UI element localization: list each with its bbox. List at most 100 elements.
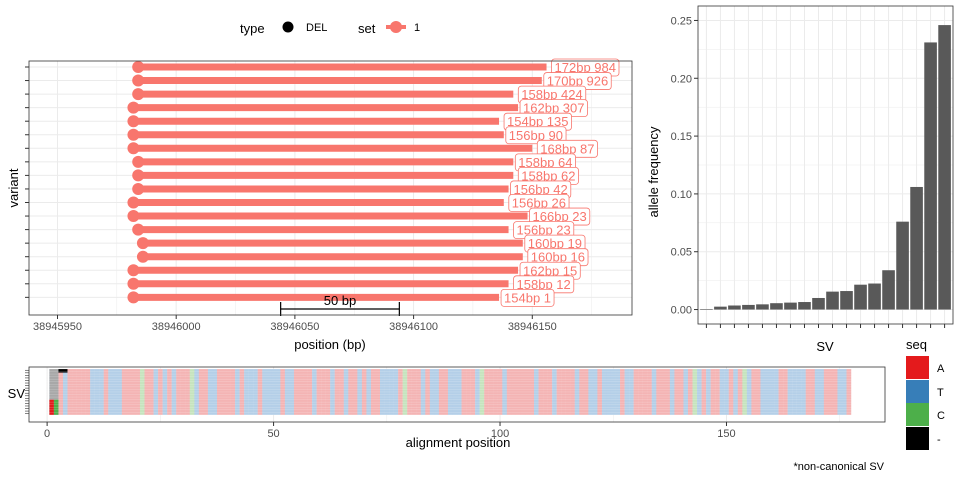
alignment-panel-border xyxy=(28,366,886,423)
variant-label-text: 156bp 26 xyxy=(512,196,566,211)
alignment-x-tick-label: 0 xyxy=(44,428,50,440)
legend-set-title: set xyxy=(358,21,376,36)
top-legend: type DEL set 1 xyxy=(240,21,420,36)
frequency-bar xyxy=(798,302,811,310)
seq-legend-label-c: C xyxy=(937,410,945,422)
seq-legend-label-a: A xyxy=(937,363,945,375)
variant-x-tick-label: 38945950 xyxy=(33,321,82,333)
seq-legend-key-t xyxy=(906,380,929,403)
frequency-x-axis-title: SV xyxy=(816,339,834,354)
variant-label-text: 170bp 926 xyxy=(547,74,608,89)
variant-y-axis-title: variant xyxy=(6,168,21,207)
frequency-y-tick-label: 0.15 xyxy=(671,131,692,143)
footnote: *non-canonical SV xyxy=(793,461,884,473)
variant-label: 156bp 26 xyxy=(508,194,570,212)
alignment-x-tick-label: 150 xyxy=(717,428,735,440)
legend-type-title: type xyxy=(240,21,265,36)
variant-point xyxy=(127,291,140,304)
frequency-bar xyxy=(756,304,769,310)
alignment-x-tick-label: 50 xyxy=(267,428,279,440)
variant-label: 172bp 984 xyxy=(551,58,620,77)
seq-legend: seq A T C - xyxy=(906,337,945,450)
variant-label: 156bp 42 xyxy=(510,180,572,199)
variant-label: 162bp 15 xyxy=(519,261,581,280)
seq-legend-label-t: T xyxy=(937,387,944,399)
frequency-bar xyxy=(700,309,713,310)
variant-point xyxy=(127,196,140,209)
variant-point xyxy=(132,223,145,236)
frequency-bar xyxy=(882,270,895,310)
frequency-bar xyxy=(826,291,839,310)
frequency-axes: 0.00 0.05 0.10 0.15 0.20 0.25 xyxy=(671,15,946,328)
variant-x-axis-title: position (bp) xyxy=(294,337,366,352)
frequency-bar xyxy=(938,25,951,310)
frequency-bar xyxy=(728,305,741,310)
alignment-panel: 0 50 100 150 alignment position SV xyxy=(8,366,886,450)
variant-point xyxy=(132,88,145,101)
variant-label-text: 158bp 62 xyxy=(521,168,575,183)
frequency-y-tick-label: 0.00 xyxy=(671,305,692,317)
variant-x-tick-label: 38946150 xyxy=(508,321,557,333)
variant-label: 158bp 64 xyxy=(514,153,576,172)
variant-point xyxy=(136,250,149,263)
variant-point xyxy=(127,115,140,128)
variant-label-text: 156bp 90 xyxy=(509,128,563,143)
variant-label: 156bp 23 xyxy=(513,221,575,240)
frequency-panel-border xyxy=(697,5,954,325)
variant-label-text: 156bp 23 xyxy=(517,223,571,238)
alignment-axes: 0 50 100 150 xyxy=(25,369,736,440)
seq-legend-key-gap xyxy=(906,427,929,450)
variant-point xyxy=(132,182,145,195)
frequency-y-axis-title: allele frequency xyxy=(646,126,661,218)
frequency-bar xyxy=(854,284,867,310)
alignment-x-tick-label: 100 xyxy=(491,428,509,440)
variant-label-box xyxy=(500,288,555,307)
variant-point xyxy=(132,61,145,73)
seq-legend-label-gap: - xyxy=(937,434,941,446)
variant-label-text: 160bp 16 xyxy=(531,250,585,265)
frequency-bar xyxy=(714,306,727,310)
variant-label-text: 160bp 19 xyxy=(528,236,582,251)
variant-panel-border xyxy=(28,60,633,316)
variant-label-text: 156bp 42 xyxy=(514,182,568,197)
frequency-panel: 0.00 0.05 0.10 0.15 0.20 0.25 SV allele frequ… xyxy=(646,5,954,354)
seq-legend-title: seq xyxy=(906,337,927,352)
frequency-bar xyxy=(784,302,797,310)
seq-legend-key-c xyxy=(906,403,929,426)
legend-set-label: 1 xyxy=(414,22,420,34)
variant-axes: 38945950 38946000 38946050 38946100 38946150 xyxy=(25,66,557,333)
frequency-bar xyxy=(742,304,755,310)
variant-point xyxy=(127,264,140,277)
variant-label-text: 158bp 64 xyxy=(518,155,572,170)
variant-point xyxy=(132,155,145,168)
variant-label-text: 154bp 1 xyxy=(504,290,551,305)
alignment-y-axis-title: SV xyxy=(8,386,26,401)
variant-label-text: 162bp 307 xyxy=(523,101,584,116)
variant-point xyxy=(132,169,145,182)
variant-label: 156bp 90 xyxy=(505,126,567,145)
alignment-cells xyxy=(29,368,885,416)
variant-label-text: 168bp 87 xyxy=(540,141,594,156)
frequency-bar xyxy=(910,186,923,310)
variant-label-text: 158bp 12 xyxy=(517,277,571,292)
variant-label-text: 158bp 424 xyxy=(521,87,582,102)
variant-label: 168bp 87 xyxy=(536,139,598,158)
variant-point xyxy=(127,142,140,155)
variant-point xyxy=(136,237,149,250)
variant-point xyxy=(132,74,145,87)
scale-bar-label: 50 bp xyxy=(324,293,357,308)
seq-legend-key-a xyxy=(906,356,929,379)
variant-point xyxy=(127,277,140,290)
variant-point xyxy=(127,101,140,114)
frequency-bars xyxy=(700,25,951,310)
variant-label: 162bp 307 xyxy=(519,99,588,118)
frequency-bar xyxy=(840,291,853,310)
variant-x-tick-label: 38946000 xyxy=(152,321,201,333)
variant-label-text: 166bp 23 xyxy=(533,209,587,224)
frequency-bar xyxy=(924,42,937,310)
variant-label-box xyxy=(505,126,567,145)
variant-label: 158bp 424 xyxy=(517,85,587,104)
